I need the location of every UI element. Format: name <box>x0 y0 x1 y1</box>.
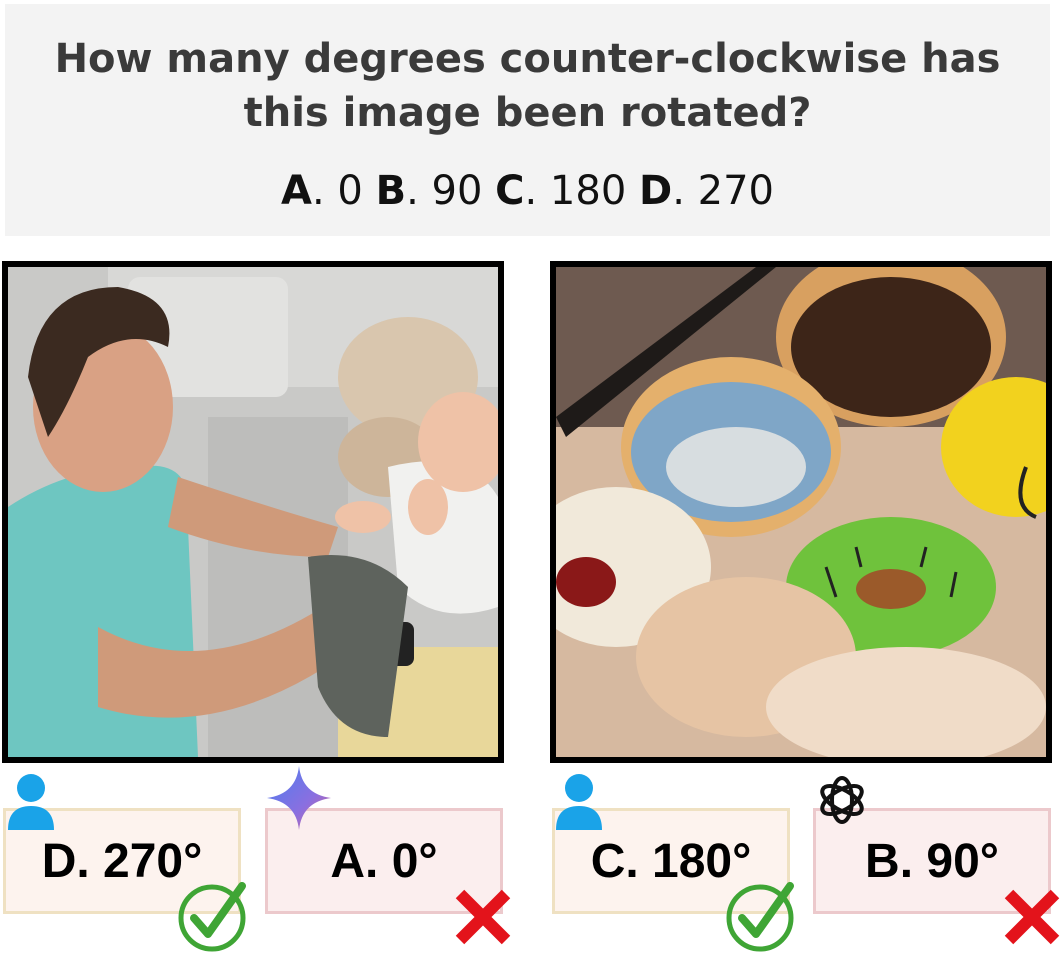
question-text: How many degrees counter-clockwise has t… <box>5 32 1050 140</box>
answer-options: A. 0 B. 90 C. 180 D. 270 <box>5 168 1050 214</box>
question-line-1: How many degrees counter-clockwise has <box>54 36 1001 82</box>
assorted-donuts-photo <box>550 261 1052 763</box>
answer-text: A. 0° <box>330 834 438 888</box>
user-icon <box>8 774 54 830</box>
answer-text: C. 180° <box>590 834 752 888</box>
openai-logo-icon <box>820 776 864 824</box>
option-a: A. 0 <box>280 168 363 214</box>
gemini-sparkle-icon <box>267 766 331 830</box>
human-answer-right: C. 180° <box>552 808 790 914</box>
cross-icon <box>1004 889 1060 945</box>
option-b: B. 90 <box>375 168 483 214</box>
cross-icon <box>455 889 511 945</box>
check-icon <box>726 882 794 952</box>
man-lifting-baby-photo <box>2 261 504 763</box>
answer-text: D. 270° <box>41 834 203 888</box>
gemini-answer: A. 0° <box>265 808 503 914</box>
answer-text: B. 90° <box>865 834 999 888</box>
check-icon <box>178 882 246 952</box>
question-line-2: this image been rotated? <box>243 90 812 136</box>
question-panel: How many degrees counter-clockwise has t… <box>5 4 1050 236</box>
user-icon <box>556 774 602 830</box>
option-c: C. 180 <box>495 168 627 214</box>
option-d: D. 270 <box>639 168 774 214</box>
gpt-answer: B. 90° <box>813 808 1051 914</box>
